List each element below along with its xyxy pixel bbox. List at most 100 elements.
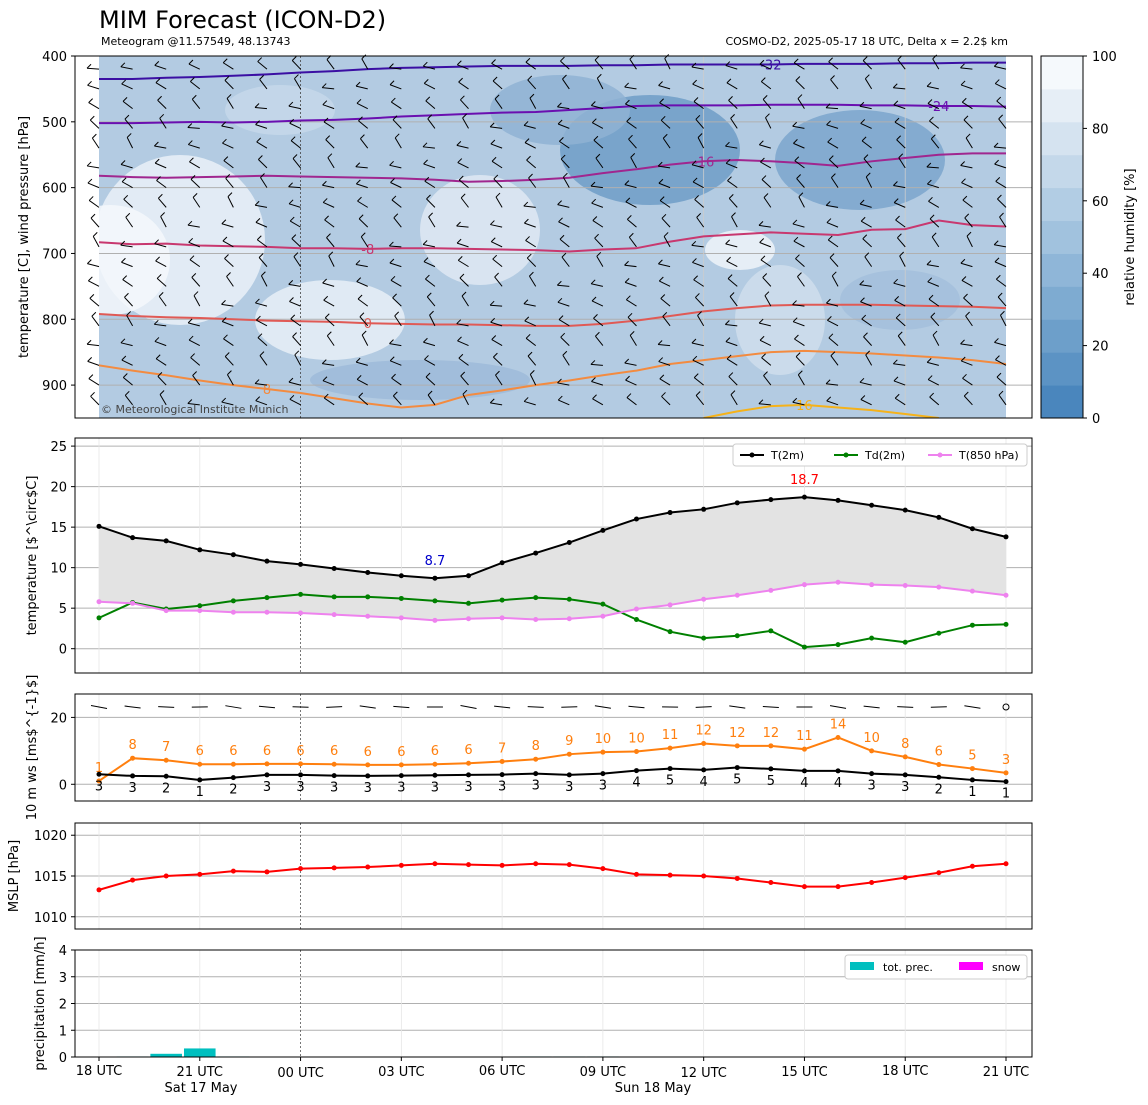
data-label: 3 (1002, 753, 1010, 768)
wind-barb (660, 298, 671, 307)
wind-barb (596, 256, 604, 267)
wind-barb (927, 361, 939, 366)
wind-barb (255, 124, 268, 129)
data-label: 8 (128, 738, 136, 753)
wind-barb-flag (322, 278, 327, 284)
wind-barb-flag (357, 294, 363, 300)
wind-barb-flag (556, 280, 562, 286)
data-label: 6 (364, 745, 372, 760)
wind-barb (730, 394, 738, 406)
wind-barb-flag (153, 319, 159, 325)
wind-barb (529, 97, 537, 109)
wind-barb (157, 376, 167, 386)
wind-barb-flag (695, 114, 701, 120)
wind-barb (932, 58, 940, 70)
wind-barb-flag (859, 199, 865, 205)
wind-barb-flag (595, 153, 601, 159)
wind-barb-flag (390, 275, 396, 281)
wind-barb-flag (591, 118, 597, 124)
wind-barb-flag (425, 96, 431, 102)
wind-barb-flag (927, 375, 933, 380)
wind-barb-flag (122, 97, 128, 102)
wind-barb (89, 297, 100, 307)
wind-barb (624, 184, 637, 189)
wind-barb (524, 222, 536, 228)
wind-barb-flag (894, 393, 900, 399)
wind-barb (389, 164, 402, 169)
data-point (365, 570, 371, 576)
data-point (365, 762, 371, 768)
humidity-patch (310, 360, 530, 400)
wind-barb-flag (798, 192, 804, 198)
data-point (432, 772, 438, 778)
wind-barb (392, 119, 402, 129)
wind-barb-flag (761, 175, 767, 180)
surface-wind-barb (158, 706, 175, 708)
wind-barb-flag (827, 137, 833, 143)
wind-barb-flag (594, 233, 599, 239)
wind-barb (154, 340, 167, 347)
wind-barb-flag (628, 232, 634, 238)
wind-barb (796, 178, 805, 188)
wind-barb-flag (562, 74, 567, 80)
isotherm-label: 8 (263, 383, 271, 398)
wind-barb-flag (193, 291, 199, 296)
wind-barb-flag (91, 311, 97, 317)
wind-barb-flag (460, 95, 465, 101)
wind-barb-flag (526, 155, 531, 161)
wind-barb-flag (893, 100, 899, 106)
wind-barb-flag (960, 80, 966, 86)
wind-barb (490, 126, 503, 129)
wind-barb-flag (929, 214, 935, 220)
wind-barb (255, 204, 268, 208)
wind-barb-flag (224, 352, 230, 357)
data-label: 6 (296, 744, 304, 759)
wind-barb-flag (120, 240, 126, 246)
wind-barb (893, 104, 906, 110)
surface-wind-barb (762, 705, 779, 709)
wind-barb-flag (697, 311, 702, 316)
wind-barb (895, 219, 906, 228)
wind-barb (326, 237, 335, 248)
data-point (768, 766, 774, 772)
wind-barb (865, 176, 873, 188)
wind-barb-flag (425, 372, 431, 378)
x-tick-label: 03 UTC (378, 1065, 424, 1080)
wind-barb-flag (593, 135, 599, 141)
wind-barb-flag (624, 82, 629, 88)
series-line-gust (98, 736, 1007, 782)
wind-barb-flag (456, 319, 462, 325)
wind-barb-flag (358, 214, 364, 220)
wind-barb (661, 396, 671, 406)
wind-barb (826, 204, 839, 208)
wind-barb (357, 298, 369, 307)
wind-barb-flag (188, 59, 194, 65)
wind-barb (92, 236, 100, 248)
wind-barb-flag (726, 354, 732, 360)
wind-barb-flag (658, 357, 664, 362)
wind-barb-flag (87, 259, 92, 264)
wind-barb-flag (894, 117, 900, 123)
wind-barb-flag (394, 133, 400, 139)
surface-wind-barb (494, 705, 511, 709)
wind-barb-flag (358, 116, 363, 122)
wind-barb-flag (187, 220, 193, 226)
wind-barb-flag (523, 121, 529, 126)
wind-barb (661, 217, 671, 228)
wind-barb (289, 301, 301, 307)
wind-barb-flag (897, 233, 902, 239)
wind-barb (223, 338, 234, 347)
wind-barb-flag (323, 295, 329, 301)
wind-barb-flag (88, 98, 94, 103)
wind-barb (259, 79, 268, 90)
wind-barb-flag (157, 372, 163, 377)
wind-barb (966, 235, 973, 248)
wind-barb (795, 80, 805, 90)
wind-barb-flag (759, 335, 765, 341)
series-line-mean (98, 766, 1007, 783)
wind-barb-flag (462, 113, 467, 119)
wind-barb (759, 322, 771, 327)
data-point (230, 868, 236, 874)
wind-barb-flag (561, 252, 567, 258)
wind-barb-flag (826, 396, 832, 402)
